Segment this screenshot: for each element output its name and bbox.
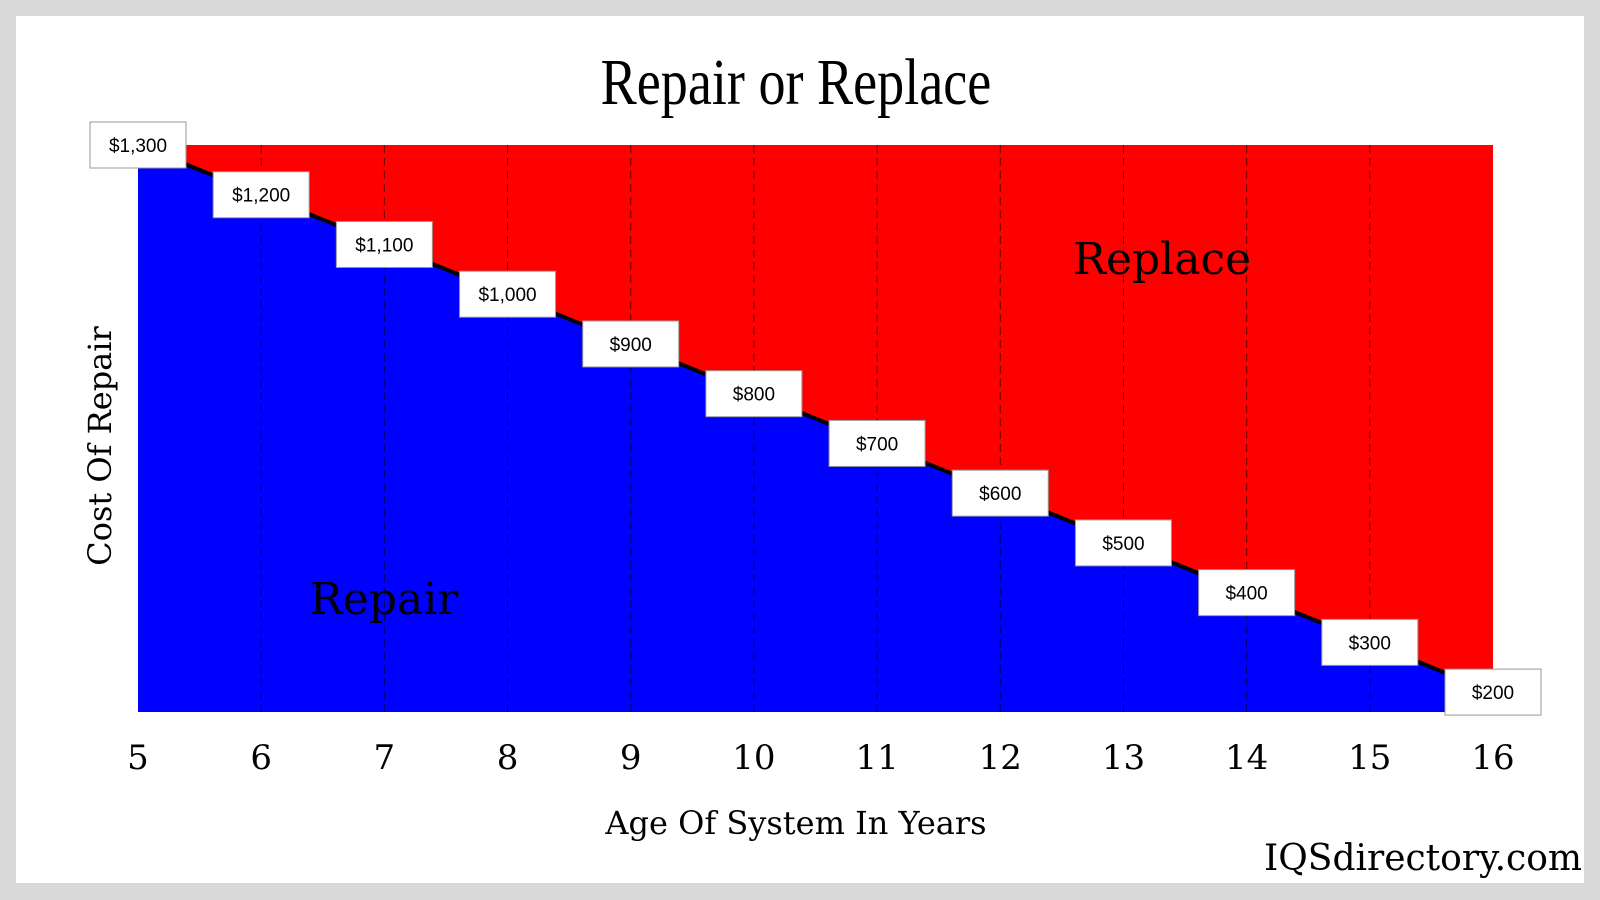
- data-label: $800: [733, 385, 775, 406]
- x-axis-label: Age Of System In Years: [604, 804, 986, 842]
- chart-title: Repair or Replace: [601, 46, 992, 119]
- x-tick-label: 6: [250, 738, 272, 778]
- region-label-replace: Replace: [1073, 234, 1251, 285]
- x-tick-label: 16: [1471, 738, 1514, 778]
- data-label: $500: [1102, 534, 1144, 555]
- x-tick-label: 8: [497, 738, 519, 778]
- x-tick-label: 12: [979, 738, 1022, 778]
- data-label-box: [582, 320, 680, 368]
- watermark: IQSdirectory.com: [1264, 838, 1582, 879]
- y-axis-label: Cost Of Repair: [81, 326, 119, 566]
- data-label-box: [1444, 668, 1542, 716]
- data-label: $1,100: [355, 235, 413, 256]
- data-label: $1,200: [232, 186, 290, 207]
- data-label-box: [705, 370, 803, 418]
- data-label-box: [1074, 519, 1172, 567]
- x-tick-label: 14: [1225, 738, 1268, 778]
- data-label-box: [828, 419, 926, 467]
- data-label-box: [335, 220, 433, 268]
- data-label: $1,000: [478, 285, 536, 306]
- x-tick-label: 11: [855, 738, 898, 778]
- x-tick-label: 7: [374, 738, 396, 778]
- data-label: $400: [1225, 584, 1267, 605]
- x-tick-label: 5: [127, 738, 149, 778]
- data-label-box: [459, 270, 557, 318]
- x-tick-label: 15: [1348, 738, 1391, 778]
- data-label: $1,300: [109, 136, 167, 157]
- data-label: $200: [1472, 683, 1514, 704]
- data-label: $700: [856, 434, 898, 455]
- data-label-box: [89, 121, 187, 169]
- data-label-box: [1198, 569, 1296, 617]
- x-tick-label: 13: [1102, 738, 1145, 778]
- data-label: $600: [979, 484, 1021, 505]
- data-label-box: [212, 171, 310, 219]
- region-label-repair: Repair: [310, 574, 460, 625]
- x-tick-label: 9: [620, 738, 642, 778]
- x-tick-label: 10: [732, 738, 775, 778]
- data-label-box: [951, 469, 1049, 517]
- data-label: $300: [1349, 633, 1391, 654]
- data-label-box: [1321, 618, 1419, 666]
- data-label: $900: [610, 335, 652, 356]
